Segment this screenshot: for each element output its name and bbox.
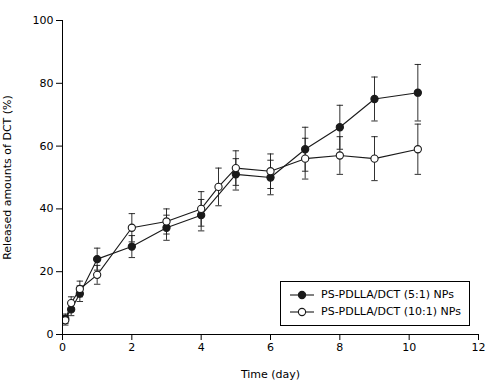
svg-text:20: 20 [40,265,54,278]
svg-text:60: 60 [40,140,54,153]
svg-text:10: 10 [402,341,416,354]
svg-text:0: 0 [47,328,54,341]
svg-text:Released amounts of DCT (%): Released amounts of DCT (%) [1,95,14,260]
svg-text:0: 0 [59,341,66,354]
svg-text:8: 8 [336,341,343,354]
svg-text:6: 6 [267,341,274,354]
svg-text:Time (day): Time (day) [240,368,300,380]
svg-text:40: 40 [40,202,54,215]
html-text:PS-PDLLA/DCT (5:1) NPs: PS-PDLLA/DCT (5:1) NPs [321,288,454,301]
svg-text:80: 80 [40,77,54,90]
html-text:PS-PDLLA/DCT (10:1) NPs: PS-PDLLA/DCT (10:1) NPs [321,304,461,318]
svg-text:2: 2 [128,341,135,354]
svg-text:100: 100 [33,14,54,27]
svg-text:12: 12 [472,341,486,354]
svg-text:4: 4 [198,341,205,354]
